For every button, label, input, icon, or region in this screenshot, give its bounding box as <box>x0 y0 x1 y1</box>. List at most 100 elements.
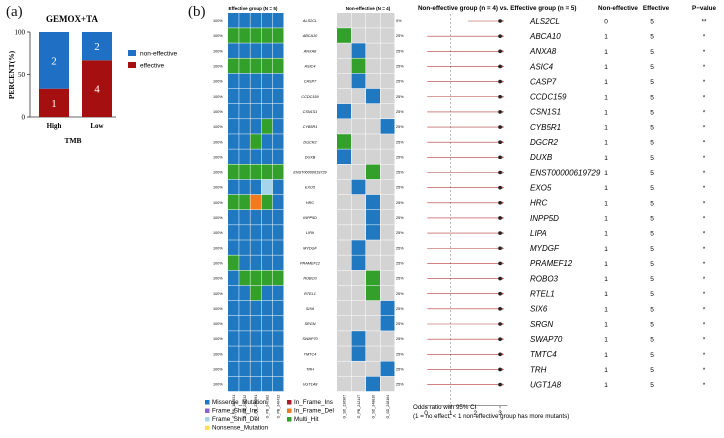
forest-gene-label: DGCR2 <box>530 138 559 147</box>
oncoplot-cell-effective <box>250 58 262 74</box>
oncoplot-cell-noneffective <box>366 270 380 286</box>
oncoplot-cell-effective <box>228 73 239 89</box>
oncoplot-pct-effective: 100% <box>213 352 223 356</box>
forest-pvalue: * <box>703 185 706 192</box>
oncoplot-cell-effective <box>250 376 262 392</box>
oncoplot-cell-noneffective <box>351 255 366 271</box>
oncoplot-cell-effective <box>261 361 273 377</box>
forest-effective-count: 5 <box>650 382 654 389</box>
forest-point <box>498 94 502 99</box>
forest-noneffective-count: 1 <box>604 231 608 238</box>
forest-noneffective-count: 1 <box>604 291 608 298</box>
oncoplot-cell-noneffective <box>351 43 366 58</box>
oncoplot-cell-noneffective <box>366 103 380 119</box>
forest-gene-label: RTEL1 <box>530 290 555 299</box>
bar-chart-title: GEMOX+TA <box>46 14 98 24</box>
oncoplot-pct-effective: 100% <box>213 19 223 23</box>
oncoplot-cell-noneffective <box>351 300 366 316</box>
oncoplot-cell-effective <box>261 240 273 255</box>
forest-note-odds: Odds ratio with 95% CI <box>413 404 477 411</box>
oncoplot-cell-effective <box>250 240 262 255</box>
forest-effective-count: 5 <box>650 246 654 253</box>
forest-effective-count: 5 <box>650 19 654 26</box>
oncoplot-cell-noneffective <box>380 361 395 377</box>
forest-noneffective-count: 1 <box>604 306 608 313</box>
oncoplot-cell-effective <box>250 209 262 225</box>
bar-count-label: 2 <box>51 55 57 67</box>
forest-pvalue: * <box>703 246 706 253</box>
oncoplot-cell-noneffective <box>337 43 351 58</box>
oncoplot-cell-noneffective <box>337 179 351 195</box>
forest-pvalue: * <box>703 170 706 177</box>
oncoplot-pct-noneffective: 25% <box>396 140 404 144</box>
bar-high-non-effective <box>39 32 69 89</box>
forest-point <box>498 246 502 251</box>
oncoplot-cell-noneffective <box>351 103 366 119</box>
mutation-type-legend: Missense_Mutation In_Frame_Ins Frame_Shift… <box>205 399 334 432</box>
forest-point <box>498 201 502 205</box>
forest-noneffective-count: 1 <box>604 79 608 86</box>
oncoplot-cell-effective <box>239 88 250 104</box>
oncoplot-pct-noneffective: 25% <box>396 201 404 205</box>
oncoplot-cell-noneffective <box>351 346 366 361</box>
oncoplot-cell-noneffective <box>366 209 380 225</box>
forest-point <box>498 367 502 372</box>
mutation-legend-label: Frame_Shift_Ins <box>212 408 258 415</box>
bar-low-effective <box>82 60 112 117</box>
oncoplot-gene-label: ASIC4 <box>304 65 316 69</box>
oncoplot-pct-noneffective: 25% <box>396 352 404 356</box>
forest-effective-count: 5 <box>650 322 654 329</box>
forest-point <box>498 231 502 235</box>
oncoplot-sample-label: G_SD_248164 <box>386 395 390 419</box>
oncoplot-cell-effective <box>250 331 262 346</box>
forest-point <box>498 307 502 311</box>
oncoplot-cell-effective <box>228 58 239 74</box>
bar-legend-swatch <box>128 50 136 56</box>
oncoplot-cell-noneffective <box>337 88 351 104</box>
forest-x-axis: 0 1 2 3 <box>424 405 508 417</box>
oncoplot-pct-effective: 100% <box>213 261 223 265</box>
oncoplot-cell-effective <box>250 179 262 195</box>
oncoplot-cell-effective <box>250 103 262 119</box>
forest-noneffective-count: 1 <box>604 94 608 101</box>
forest-point <box>498 110 502 114</box>
forest-pvalue: * <box>703 49 706 56</box>
oncoplot-cell-effective <box>228 240 239 255</box>
oncoplot-cell-noneffective <box>337 331 351 346</box>
oncoplot-pct-noneffective: 25% <box>396 34 404 38</box>
oncoplot-cell-effective <box>250 13 262 28</box>
oncoplot-cell-noneffective <box>337 270 351 286</box>
mutation-legend-swatch <box>287 408 292 413</box>
oncoplot-gene-label: HRC <box>306 201 314 205</box>
oncoplot-pct-effective: 100% <box>213 186 223 190</box>
oncoplot-pct-effective: 100% <box>213 110 223 114</box>
oncoplot-cell-noneffective <box>380 255 395 271</box>
forest-gene-label: MYDGF <box>530 244 560 253</box>
bar-y-tick-label: 0 <box>22 114 26 122</box>
mutation-legend-swatch <box>287 417 292 422</box>
oncoplot-gene-label: ABCA10 <box>302 34 318 38</box>
oncoplot-pct-effective: 100% <box>213 231 223 235</box>
forest-pvalue: ** <box>701 19 707 26</box>
oncoplot-sample-label: G_PB_238991 <box>254 395 258 419</box>
oncoplot-cell-effective <box>272 346 284 361</box>
oncoplot-cell-noneffective <box>351 285 366 301</box>
oncoplot-cell-effective <box>272 225 284 240</box>
oncoplot-cell-effective <box>250 134 262 149</box>
forest-noneffective-count: 1 <box>604 49 608 56</box>
bar-legend-swatch <box>128 62 136 68</box>
oncoplot-pct-effective: 100% <box>213 368 223 372</box>
forest-noneffective-count: 1 <box>604 367 608 374</box>
oncoplot-cell-effective <box>272 300 284 316</box>
oncoplot-cell-noneffective <box>380 58 395 74</box>
oncoplot-cell-noneffective <box>351 149 366 164</box>
oncoplot-cell-effective <box>228 209 239 225</box>
oncoplot-cell-effective <box>239 13 250 28</box>
forest-gene-label: SRGN <box>530 320 553 329</box>
oncoplot-cell-effective <box>228 361 239 377</box>
oncoplot-cell-noneffective <box>351 58 366 74</box>
oncoplot-cell-noneffective <box>351 376 366 392</box>
oncoplot-cell-effective <box>228 346 239 361</box>
oncoplot-cell-effective <box>228 103 239 119</box>
